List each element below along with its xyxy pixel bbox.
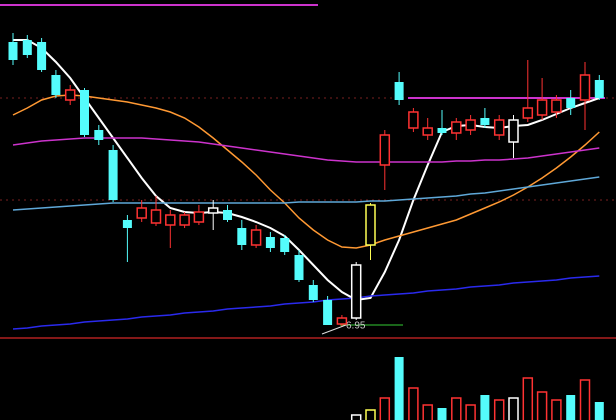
candle-body	[551, 99, 562, 113]
volume-bar	[437, 408, 447, 420]
volume-bar	[594, 402, 604, 420]
candle-body	[250, 229, 262, 246]
volume-bar	[408, 387, 419, 420]
moving-average	[12, 275, 600, 330]
moving-average	[12, 94, 600, 249]
candle-body	[207, 207, 219, 214]
candle-body	[379, 134, 391, 166]
candle-body	[108, 150, 118, 200]
candle-body	[394, 82, 404, 100]
candle-body	[480, 118, 490, 125]
low-pointer	[321, 324, 347, 335]
candle-body	[280, 238, 290, 252]
candle-body	[179, 214, 190, 226]
candle-body	[323, 300, 333, 325]
volume-bar	[379, 397, 391, 420]
candle-body	[223, 210, 232, 220]
volume-bar	[579, 379, 591, 420]
volume-bar	[551, 399, 562, 420]
candle-body	[508, 119, 519, 143]
candle-body	[422, 127, 433, 136]
candle-body	[165, 214, 176, 226]
volume-bar	[394, 357, 404, 420]
candle-body	[122, 220, 132, 228]
volume-bar	[451, 397, 462, 420]
candle-body	[94, 130, 104, 140]
moving-average	[12, 176, 600, 211]
candle-body	[350, 264, 362, 319]
volume-bar	[508, 397, 519, 420]
candle-body	[37, 42, 47, 70]
candle-body	[522, 107, 534, 119]
candle-body	[150, 209, 162, 224]
candle-body	[22, 40, 32, 55]
candle-body	[594, 80, 604, 98]
volume-bar	[422, 404, 433, 420]
candle-body	[265, 237, 275, 248]
low-label: 6.95	[346, 321, 366, 332]
candle-body	[51, 75, 61, 95]
volume-bar	[480, 395, 490, 420]
candle-body	[536, 99, 548, 116]
candle-body	[579, 74, 591, 101]
volume-bar	[566, 395, 576, 420]
candle-body	[308, 285, 318, 300]
candle-body	[237, 228, 247, 245]
candle-body	[451, 121, 462, 134]
volume-bar	[493, 399, 505, 420]
volume-bar	[522, 377, 534, 420]
moving-average	[13, 39, 600, 302]
volume-bar	[536, 391, 548, 420]
moving-average	[12, 137, 600, 163]
candle-body	[336, 317, 348, 325]
candle-body	[465, 119, 476, 131]
volume-bar	[365, 409, 376, 420]
candle-body	[136, 207, 147, 219]
candle-body	[294, 255, 304, 280]
candle-body	[493, 119, 505, 136]
candle-body	[8, 42, 18, 60]
volume-panel	[350, 357, 604, 420]
candle-body	[193, 211, 205, 223]
volume-bar	[465, 404, 476, 420]
candle-body	[437, 128, 447, 133]
candle-body	[64, 89, 76, 101]
candle-body	[408, 111, 419, 129]
volume-bar	[350, 414, 362, 420]
candle-body	[80, 90, 89, 135]
candle-body	[365, 204, 376, 246]
candle-body	[566, 98, 576, 108]
